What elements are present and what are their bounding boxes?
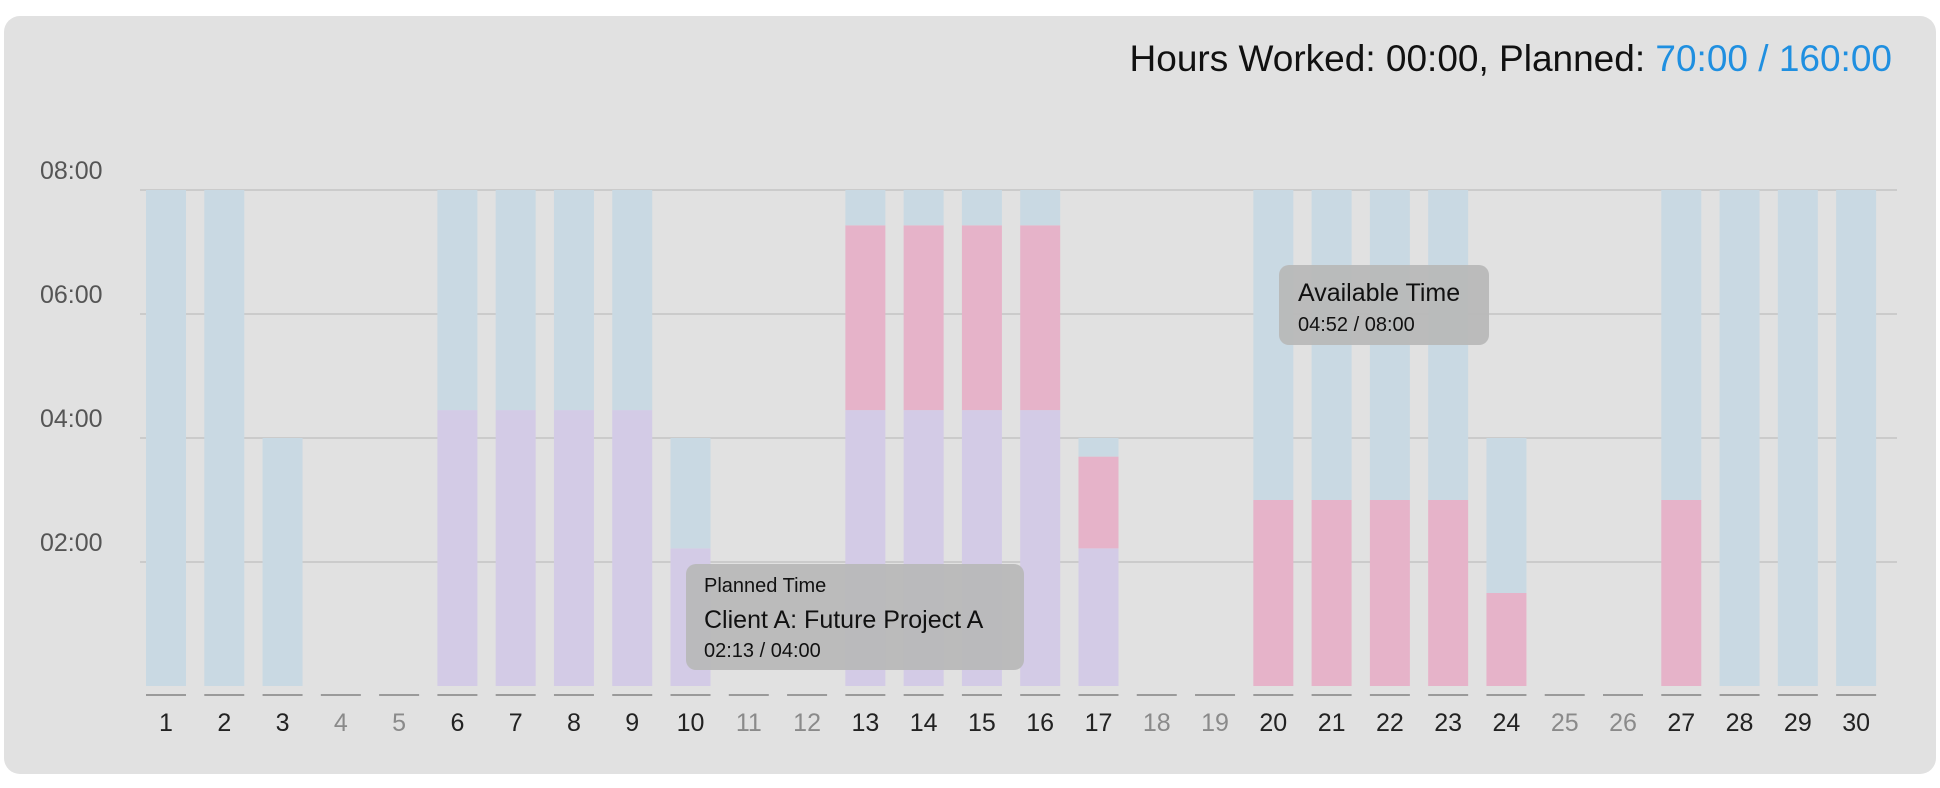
bar-available-day-3[interactable]: [262, 438, 303, 686]
x-tick-label: 13: [851, 709, 879, 737]
bar-overlap-day-13[interactable]: [845, 225, 886, 411]
bar-available-day-14[interactable]: [903, 190, 944, 226]
bar-planned-day-9[interactable]: [612, 410, 653, 686]
y-tick-label: 08:00: [40, 157, 103, 185]
x-tick-label: 21: [1318, 709, 1346, 737]
tooltip-title: Client A: Future Project A: [704, 606, 984, 634]
bar-overlap-day-24[interactable]: [1486, 593, 1527, 686]
bar-overlap-day-20[interactable]: [1253, 500, 1294, 686]
bar-available-day-21[interactable]: [1311, 190, 1352, 500]
bar-planned-day-8[interactable]: [553, 410, 594, 686]
bar-available-day-28[interactable]: [1719, 190, 1760, 686]
bar-available-day-20[interactable]: [1253, 190, 1294, 500]
bar-overlap-day-22[interactable]: [1369, 500, 1410, 686]
x-tick-label: 27: [1667, 709, 1695, 737]
x-tick-label: 24: [1493, 709, 1521, 737]
bar-overlap-day-23[interactable]: [1428, 500, 1469, 686]
planned-hours-value[interactable]: 70:00 / 160:00: [1655, 38, 1892, 79]
tooltip-subtitle: Planned Time: [704, 575, 827, 597]
x-tick-label: 4: [334, 709, 348, 737]
bar-available-day-1[interactable]: [146, 190, 186, 686]
bar-overlap-day-21[interactable]: [1311, 500, 1352, 686]
bar-available-day-17[interactable]: [1078, 438, 1119, 457]
bar-planned-day-16[interactable]: [1020, 410, 1061, 686]
tooltip-value: 02:13 / 04:00: [704, 640, 821, 662]
x-tick-label: 6: [450, 709, 464, 737]
planned-time-tooltip: Planned Time Client A: Future Project A …: [686, 564, 1024, 670]
y-tick-label: 02:00: [40, 529, 103, 557]
x-tick-label: 26: [1609, 709, 1637, 737]
y-tick-label: 04:00: [40, 405, 103, 433]
x-tick-label: 2: [217, 709, 231, 737]
x-tick-label: 5: [392, 709, 406, 737]
bar-available-day-7[interactable]: [495, 190, 536, 411]
bar-available-day-2[interactable]: [204, 190, 245, 686]
tooltip-title: Available Time: [1298, 279, 1461, 307]
bar-available-day-23[interactable]: [1428, 190, 1469, 500]
x-tick-label: 7: [509, 709, 523, 737]
x-tick-label: 30: [1842, 709, 1870, 737]
x-tick-label: 20: [1259, 709, 1287, 737]
bar-available-day-10[interactable]: [670, 438, 711, 549]
chart-bars: [146, 190, 1877, 686]
bar-available-day-29[interactable]: [1777, 190, 1818, 686]
bar-available-day-27[interactable]: [1661, 190, 1702, 500]
x-tick-label: 9: [625, 709, 639, 737]
x-tick-label: 18: [1143, 709, 1171, 737]
bar-available-day-15[interactable]: [961, 190, 1002, 226]
x-tick-label: 23: [1434, 709, 1462, 737]
y-tick-label: 06:00: [40, 281, 103, 309]
bar-planned-day-17[interactable]: [1078, 548, 1119, 686]
bar-available-day-24[interactable]: [1486, 438, 1527, 593]
x-tick-label: 16: [1026, 709, 1054, 737]
x-tick-label: 12: [793, 709, 821, 737]
bar-available-day-13[interactable]: [845, 190, 886, 226]
x-tick-label: 15: [968, 709, 996, 737]
available-time-tooltip: Available Time 04:52 / 08:00: [1279, 265, 1489, 345]
bar-planned-day-6[interactable]: [437, 410, 478, 686]
x-tick-label: 22: [1376, 709, 1404, 737]
x-tick-label: 11: [736, 709, 762, 737]
bar-available-day-16[interactable]: [1020, 190, 1061, 226]
bar-available-day-8[interactable]: [553, 190, 594, 411]
x-tick-label: 29: [1784, 709, 1812, 737]
x-tick-label: 8: [567, 709, 581, 737]
x-tick-label: 10: [677, 709, 705, 737]
chart-gridlines: [140, 189, 1897, 563]
bar-overlap-day-14[interactable]: [903, 225, 944, 411]
bar-overlap-day-16[interactable]: [1020, 225, 1061, 411]
hours-worked-label: Hours Worked: 00:00, Planned:: [1129, 38, 1656, 79]
bar-available-day-30[interactable]: [1836, 190, 1877, 686]
x-tick-label: 19: [1201, 709, 1229, 737]
bar-planned-day-7[interactable]: [495, 410, 536, 686]
bar-overlap-day-15[interactable]: [961, 225, 1002, 411]
x-tick-label: 3: [276, 709, 290, 737]
x-tick-label: 1: [159, 709, 173, 737]
hours-summary: Hours Worked: 00:00, Planned: 70:00 / 16…: [1130, 38, 1892, 80]
bar-overlap-day-17[interactable]: [1078, 456, 1119, 549]
bar-available-day-6[interactable]: [437, 190, 478, 411]
bar-overlap-day-27[interactable]: [1661, 500, 1702, 686]
bar-available-day-22[interactable]: [1369, 190, 1410, 500]
tooltip-value: 04:52 / 08:00: [1298, 314, 1415, 336]
x-tick-label: 28: [1726, 709, 1754, 737]
x-tick-label: 17: [1085, 709, 1113, 737]
x-tick-label: 14: [910, 709, 938, 737]
bar-available-day-9[interactable]: [612, 190, 653, 411]
x-tick-label: 25: [1551, 709, 1579, 737]
